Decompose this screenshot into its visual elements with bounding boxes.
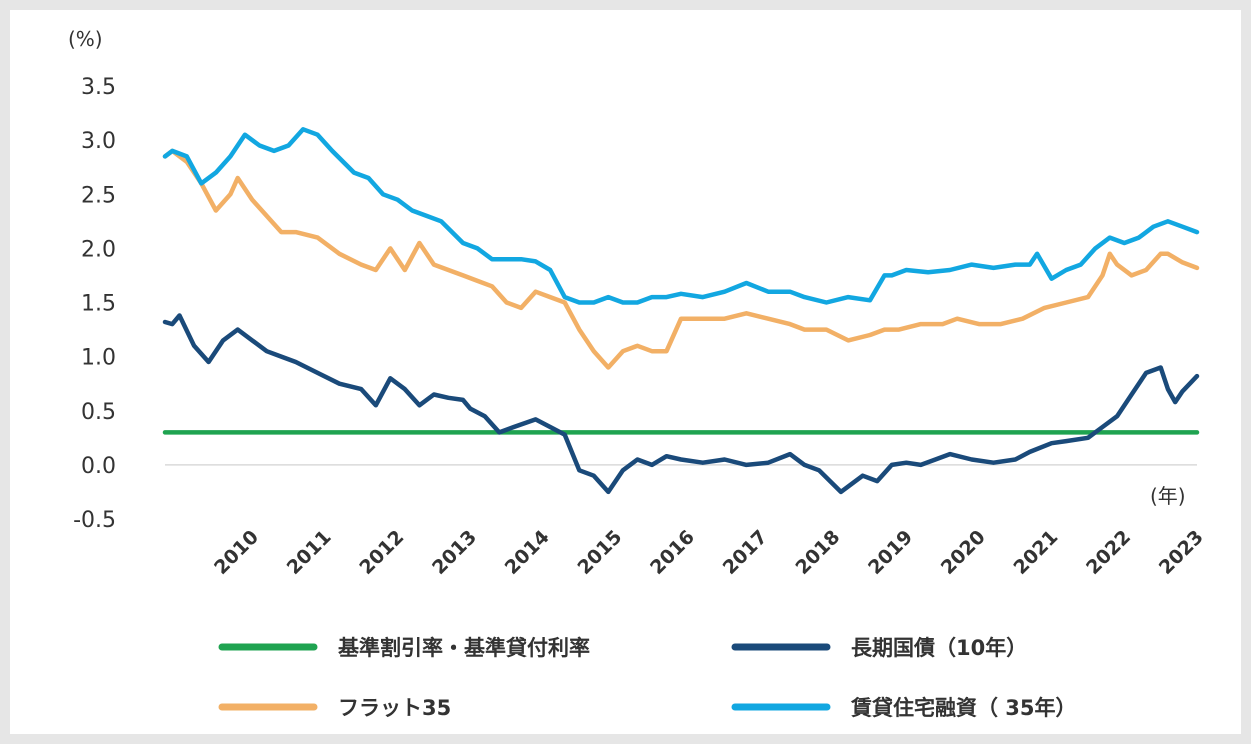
x-tick-label: 2018 (791, 526, 844, 579)
chart-frame: (%) 3.5 3.0 2.5 2.0 1.5 1.0 0.5 0.0 -0.5 2010 201… (10, 10, 1241, 734)
x-tick-label: 2016 (646, 526, 699, 579)
legend-label: 長期国債（10年） (851, 636, 1027, 660)
y-tick-label: 1.0 (81, 346, 116, 371)
legend-label: 基準割引率・基準貸付利率 (338, 636, 590, 660)
x-tick-label: 2010 (210, 526, 263, 579)
x-axis-ticks: 2010 2011 2012 2013 2014 2015 2016 2017 2018 2019… (210, 526, 1208, 579)
x-tick-label: 2014 (501, 526, 554, 579)
y-tick-label: 1.5 (81, 292, 116, 317)
x-tick-label: 2022 (1082, 526, 1135, 579)
x-tick-label: 2015 (573, 526, 626, 579)
series-line-1 (162, 313, 1200, 495)
x-axis-unit-label: (年) (1150, 484, 1186, 508)
y-axis-ticks: 3.5 3.0 2.5 2.0 1.5 1.0 0.5 0.0 -0.5 (73, 75, 116, 533)
y-tick-label: 2.0 (81, 237, 116, 262)
x-tick-label: 2020 (937, 526, 990, 579)
x-tick-label: 2017 (719, 526, 772, 579)
y-tick-label: 3.5 (81, 75, 116, 100)
line-chart: (%) 3.53.02.52.01.51.00.50.0-0.5 2010 201… (68, 27, 1208, 720)
y-tick-label: 3.0 (81, 129, 116, 154)
x-tick-label: 2012 (355, 526, 408, 579)
y-tick-label: 0.5 (81, 400, 116, 425)
y-tick-label: -0.5 (73, 508, 116, 533)
x-tick-label: 2021 (1009, 526, 1062, 579)
x-tick-label: 2023 (1155, 526, 1208, 579)
series-line-2 (162, 148, 1200, 370)
legend-label: 賃貸住宅融資（ 35年） (850, 696, 1077, 720)
y-axis-unit-label: (%) (68, 27, 103, 51)
x-tick-label: 2019 (864, 526, 917, 579)
y-tick-label: 0.0 (81, 454, 116, 479)
legend: 基準割引率・基準貸付利率 長期国債（10年） フラット35 賃貸住宅融資（ 35年） (218, 636, 1077, 720)
series-line-3 (162, 127, 1200, 305)
x-tick-label: 2013 (428, 526, 481, 579)
series-lines (162, 127, 1200, 495)
y-tick-label: 2.5 (81, 183, 116, 208)
legend-label: フラット35 (338, 696, 451, 720)
x-tick-label: 2011 (283, 526, 336, 579)
